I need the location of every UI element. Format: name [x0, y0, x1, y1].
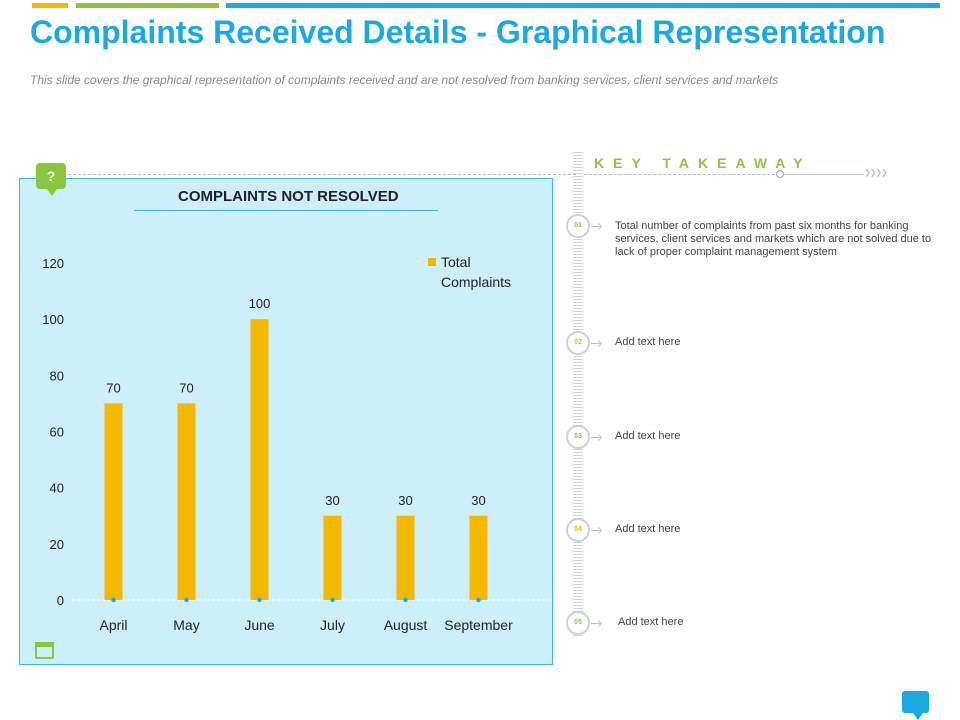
key-takeaway-divider-end [784, 174, 864, 175]
chart-top-divider [68, 174, 576, 175]
bar [250, 319, 269, 600]
x-tick-label: September [444, 617, 513, 633]
step-number-03: 03 [566, 425, 590, 449]
bar [469, 515, 488, 600]
bar-base-dot [476, 597, 481, 603]
bar-base-dot [403, 597, 408, 603]
takeaway-item-03: Add text here [615, 430, 681, 442]
key-takeaway-dot [776, 170, 784, 178]
data-label: 100 [249, 296, 271, 311]
step-arrow-icon [591, 226, 600, 227]
data-label: 30 [325, 493, 339, 508]
calendar-icon [35, 642, 54, 659]
y-tick-label: 100 [42, 312, 64, 327]
takeaway-item-05: Add text here [618, 616, 684, 628]
step-number-02: 02 [566, 331, 590, 355]
y-tick-label: 60 [50, 425, 64, 440]
takeaway-timeline [573, 152, 583, 638]
bar-base-dot [257, 597, 262, 603]
x-tick-label: July [320, 617, 345, 633]
step-arrow-icon [591, 623, 600, 624]
data-label: 70 [179, 380, 193, 395]
step-number-04: 04 [566, 518, 590, 542]
y-tick-label: 0 [57, 593, 64, 608]
data-label: 30 [471, 493, 485, 508]
chat-icon [902, 691, 929, 720]
page-subtitle: This slide covers the graphical represen… [30, 73, 779, 87]
x-tick-label: August [384, 617, 428, 633]
y-tick-label: 40 [50, 481, 64, 496]
chart-title-underline [134, 210, 438, 211]
step-arrow-icon [591, 343, 600, 344]
bar [177, 403, 196, 600]
x-tick-label: April [99, 617, 127, 633]
step-arrow-icon [591, 437, 600, 438]
question-icon: ? [36, 163, 66, 196]
legend-swatch [428, 258, 436, 266]
data-label: 70 [106, 380, 120, 395]
bar [396, 515, 415, 600]
data-label: 30 [398, 493, 412, 508]
y-tick-label: 20 [50, 537, 64, 552]
takeaway-item-04: Add text here [615, 523, 681, 535]
step-number-05: 05 [566, 611, 590, 635]
step-arrow-icon [591, 530, 600, 531]
chevrons-icon: ❯❯❯❯ [864, 168, 888, 177]
key-takeaway-title: KEY TAKEAWAY [594, 155, 812, 171]
top-accent-bar-yellow [32, 3, 68, 8]
bar [323, 515, 342, 600]
page-title: Complaints Received Details - Graphical … [30, 14, 886, 50]
takeaway-item-01: Total number of complaints from past six… [615, 220, 932, 258]
takeaway-item-02: Add text here [615, 336, 681, 348]
top-accent-bar-blue [226, 3, 940, 8]
x-tick-label: May [173, 617, 199, 633]
bar-base-dot [330, 597, 335, 603]
key-takeaway-divider [584, 174, 780, 175]
bar [104, 403, 123, 600]
legend-label: Total Complaints [441, 254, 512, 290]
chart-title: COMPLAINTS NOT RESOLVED [178, 188, 399, 205]
bar-base-dot [184, 597, 189, 603]
x-tick-label: June [244, 617, 275, 633]
y-tick-label: 80 [50, 368, 64, 383]
step-number-01: 01 [566, 214, 590, 238]
y-tick-label: 120 [42, 256, 64, 271]
top-accent-bar-green [76, 3, 219, 8]
bar-base-dot [111, 597, 116, 603]
